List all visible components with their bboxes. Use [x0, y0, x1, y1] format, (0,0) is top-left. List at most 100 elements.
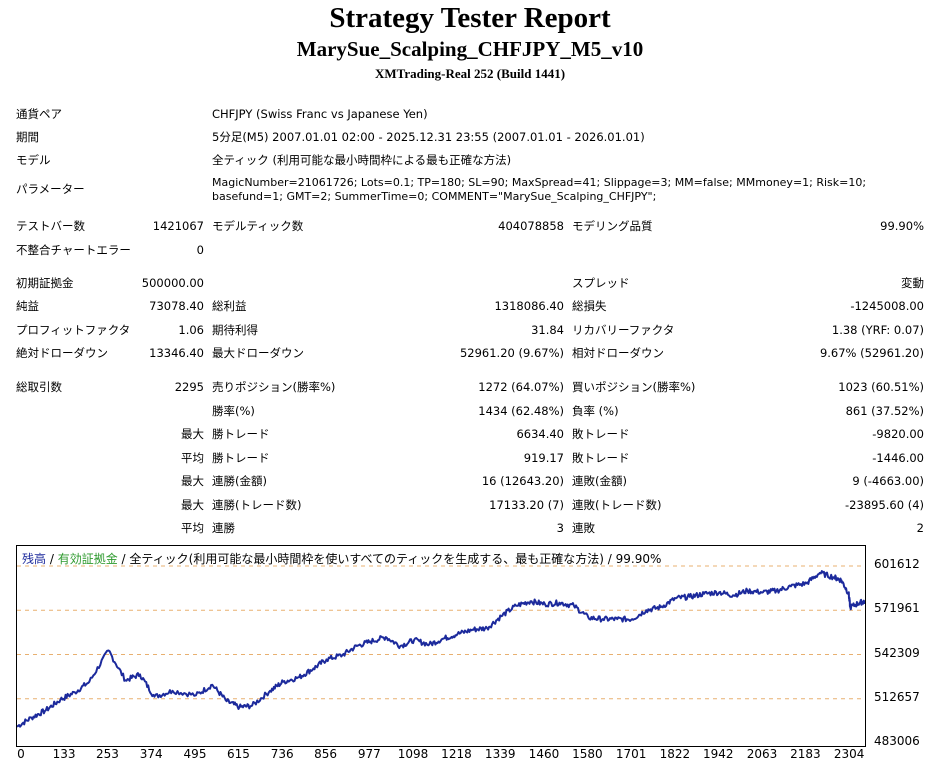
pf-label: プロフィットファクタ: [16, 323, 131, 337]
quality-label: モデリング品質: [572, 219, 653, 233]
largest-label: 最大: [181, 427, 204, 441]
max-cons-profit-value: 17133.20 (7): [489, 498, 564, 512]
recovery-value: 1.38 (YRF: 0.07): [831, 323, 924, 337]
x-tick-label: 374: [139, 747, 163, 761]
model-value: 全ティック (利用可能な最小時間枠による最も正確な方法): [212, 153, 512, 167]
avg-loss-label: 敗トレード: [572, 451, 630, 465]
deposit-label: 初期証拠金: [16, 276, 74, 290]
max-cons-loss-label: 連敗(金額): [572, 474, 627, 488]
max-cons-loss2-label: 連敗(トレード数): [572, 498, 662, 512]
max-cons-win-label: 連勝(金額): [212, 474, 267, 488]
pf-value: 1.06: [178, 323, 204, 337]
chart-grid: [17, 565, 865, 700]
gross-loss-value: -1245008.00: [850, 299, 924, 313]
avg-win-value: 919.17: [523, 451, 564, 465]
balance-line: [16, 570, 866, 728]
avg-cons-win-label: 連勝: [212, 521, 235, 535]
y-tick-label: 571961: [874, 601, 920, 616]
max-cons-label: 最大: [181, 474, 204, 488]
x-tick-label: 2183: [790, 747, 821, 761]
bars-label: テストバー数: [16, 219, 85, 233]
legend-sep: /: [603, 552, 616, 566]
chart-legend: 残高 / 有効証拠金 / 全ティック(利用可能な最小時間枠を使いすべてのティック…: [22, 550, 661, 567]
max-cons-profit-label: 連勝(トレード数): [212, 498, 302, 512]
y-tick-label: 601612: [874, 557, 920, 571]
legend-sep: /: [46, 552, 58, 566]
x-tick-label: 1339: [484, 747, 516, 761]
mismatch-label: 不整合チャートエラー: [16, 243, 131, 257]
x-tick-label: 1822: [659, 747, 691, 761]
loss-rate-label: 負率 (%): [572, 404, 619, 418]
avg-cons-loss-label: 連敗: [572, 521, 595, 535]
x-tick-label: 133: [52, 747, 76, 761]
symbol-label: 通貨ペア: [16, 107, 62, 121]
legend-balance: 残高: [22, 552, 47, 566]
x-tick-label: 495: [183, 747, 207, 761]
short-label: 売りポジション(勝率%): [212, 380, 336, 394]
y-tick-label: 483006: [874, 734, 920, 748]
server-info: XMTrading-Real 252 (Build 1441): [374, 66, 566, 81]
x-tick-label: 2063: [746, 747, 778, 761]
avg-win-label: 勝トレード: [212, 451, 270, 465]
chart-canvas: [16, 565, 866, 728]
ticks-label: モデルティック数: [212, 219, 304, 233]
params-value: MagicNumber=21061726; Lots=0.1; TP=180; …: [212, 176, 867, 203]
x-tick-label: 0: [17, 747, 25, 761]
abs-dd-value: 13346.40: [149, 346, 204, 360]
legend-quality: 99.90%: [615, 552, 662, 566]
deposit-value: 500000.00: [141, 276, 204, 290]
max-dd-label: 最大ドローダウン: [212, 346, 304, 360]
max-cons-win-value: 16 (12643.20): [481, 474, 564, 488]
abs-dd-label: 絶対ドローダウン: [16, 346, 108, 360]
params-label: パラメーター: [16, 182, 85, 196]
x-tick-label: 1218: [441, 747, 472, 761]
max-dd-value: 52961.20 (9.67%): [459, 346, 564, 360]
win-rate-label: 勝率(%): [212, 404, 255, 418]
trades-label: 総取引数: [16, 380, 62, 394]
bars-value: 1421067: [152, 219, 204, 233]
x-tick-label: 2304: [833, 747, 865, 761]
ea-name: MarySue_Scalping_CHFJPY_M5_v10: [296, 37, 644, 61]
payoff-label: 期待利得: [212, 323, 258, 337]
y-tick-label: 542309: [874, 645, 920, 660]
long-value: 1023 (60.51%): [838, 380, 924, 394]
short-value: 1272 (64.07%): [478, 380, 564, 394]
gross-profit-value: 1318086.40: [494, 299, 564, 313]
win-rate-value: 1434 (62.48%): [478, 404, 564, 418]
spread-value: 変動: [901, 276, 924, 290]
net-label: 純益: [16, 299, 39, 313]
x-tick-label: 736: [270, 747, 294, 761]
ticks-value: 404078858: [498, 219, 564, 233]
avg-loss-value: -1446.00: [872, 451, 924, 465]
report-title: Strategy Tester Report: [329, 2, 611, 34]
largest-loss-label: 敗トレード: [572, 427, 630, 441]
payoff-value: 31.84: [531, 323, 564, 337]
x-tick-label: 1460: [528, 747, 560, 761]
avg-cons-win-value: 3: [556, 521, 564, 535]
long-label: 買いポジション(勝率%): [572, 380, 696, 394]
largest-win-label: 勝トレード: [212, 427, 270, 441]
x-tick-label: 977: [357, 747, 381, 761]
max-cons2-label: 最大: [181, 498, 204, 512]
legend-equity: 有効証拠金: [57, 552, 118, 566]
avg-cons-label: 平均: [181, 521, 204, 535]
x-tick-label: 1098: [397, 747, 429, 761]
loss-rate-value: 861 (37.52%): [845, 404, 924, 418]
balance-chart: [16, 545, 866, 747]
model-label: モデル: [16, 153, 51, 167]
period-label: 期間: [16, 130, 39, 144]
average-label: 平均: [181, 451, 204, 465]
x-tick-label: 1580: [572, 747, 603, 761]
max-cons-loss-value: 9 (-4663.00): [852, 474, 924, 488]
recovery-label: リカバリーファクタ: [572, 323, 675, 337]
gross-loss-label: 総損失: [572, 299, 607, 313]
symbol-value: CHFJPY (Swiss Franc vs Japanese Yen): [212, 107, 428, 121]
x-tick-label: 856: [314, 747, 337, 761]
largest-win-value: 6634.40: [516, 427, 564, 441]
largest-loss-value: -9820.00: [872, 427, 924, 441]
legend-sep: /: [117, 552, 130, 566]
x-tick-label: 1701: [615, 747, 647, 761]
avg-cons-loss-value: 2: [916, 521, 924, 535]
x-tick-label: 615: [226, 747, 250, 761]
period-value: 5分足(M5) 2007.01.01 02:00 - 2025.12.31 23…: [212, 130, 645, 144]
